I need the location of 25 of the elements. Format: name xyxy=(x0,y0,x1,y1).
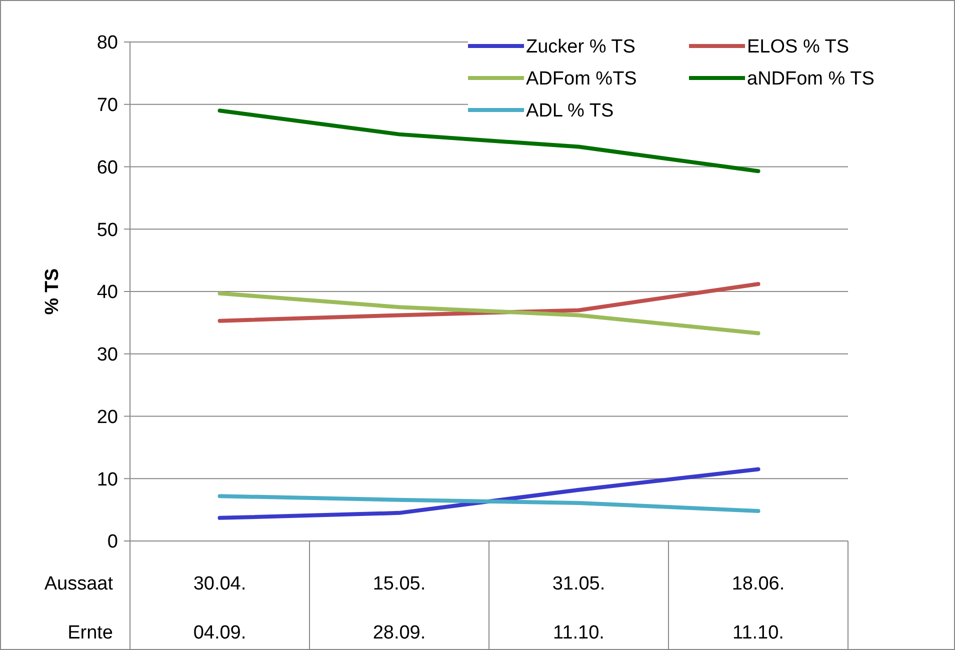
y-tick-label: 0 xyxy=(107,532,118,553)
category-label: 18.06. 11.10. xyxy=(732,574,785,644)
line-series xyxy=(218,291,760,336)
category-label: 31.05. 11.10. xyxy=(552,574,606,644)
text: Aussaat xyxy=(44,574,114,595)
y-axis-title: % TS xyxy=(42,268,63,315)
legend-label: ADL % TS xyxy=(526,100,614,122)
text: Ernte xyxy=(68,622,113,644)
y-tick-label: 40 xyxy=(96,282,118,304)
y-tick-label: 60 xyxy=(96,157,118,178)
legend-label: ADFom %TS xyxy=(526,68,637,90)
legend-label: aNDFom % TS xyxy=(747,68,874,90)
category-label: 30.04. 04.09. xyxy=(193,574,246,644)
category-label: 15.05. 28.09. xyxy=(372,574,426,644)
legend-label: ELOS % TS xyxy=(747,36,850,58)
legend-label: Zucker % TS xyxy=(526,36,636,58)
y-tick-label: 10 xyxy=(96,469,118,490)
line-series xyxy=(218,494,760,514)
y-tick-label: 70 xyxy=(96,95,118,116)
y-tick-label: 20 xyxy=(96,406,118,428)
line-series xyxy=(218,467,760,520)
y-tick-label: 80 xyxy=(96,32,118,54)
y-tick-label: 50 xyxy=(96,220,118,241)
line-series xyxy=(218,282,760,323)
y-tick-label: 30 xyxy=(96,344,118,366)
